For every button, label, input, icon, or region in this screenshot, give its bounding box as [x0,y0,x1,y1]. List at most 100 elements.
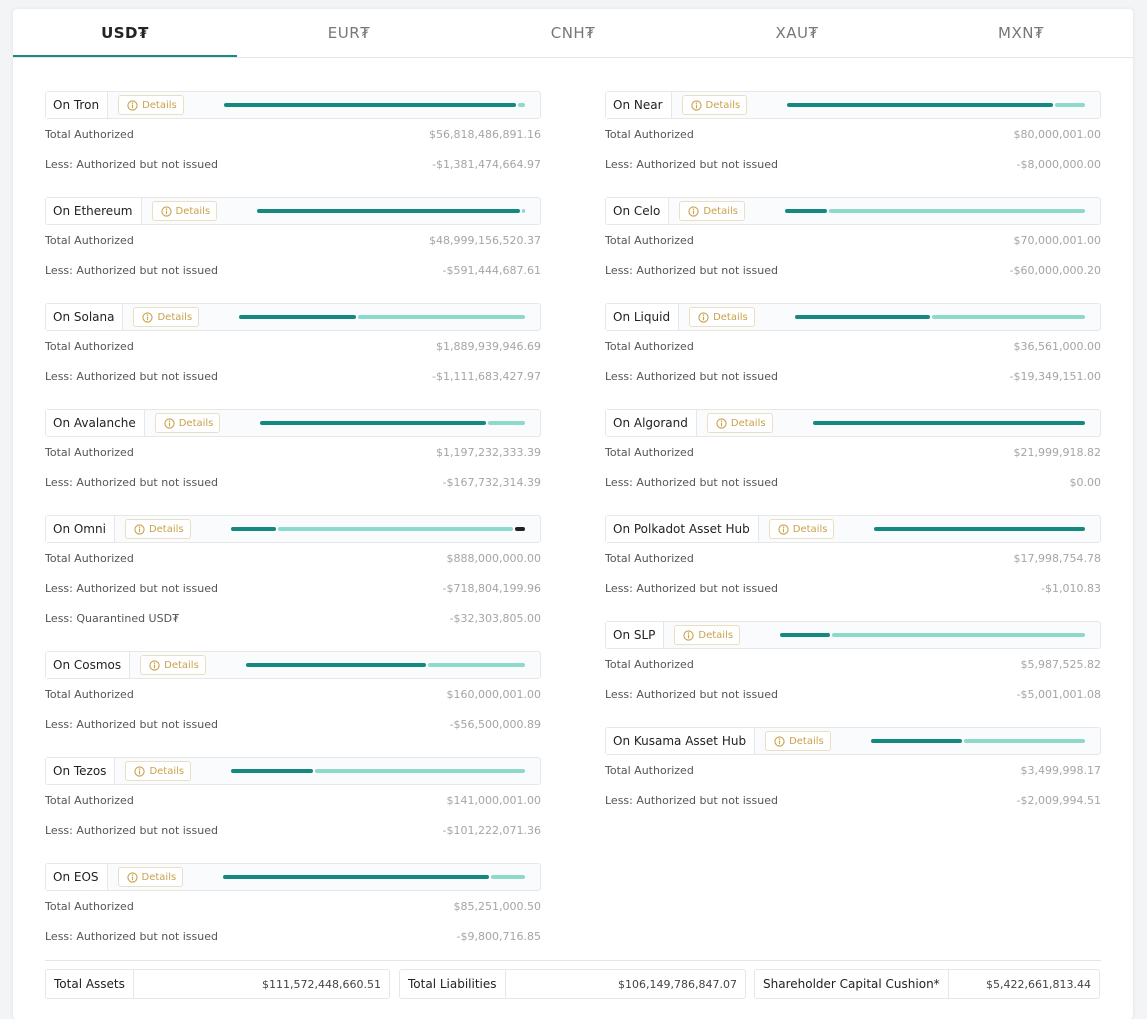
chain-block: On Near Details Total Authorized $80,000,00… [605,91,1101,179]
bar-segment [488,421,525,425]
row-value: $85,251,000.50 [453,899,541,913]
details-button[interactable]: Details [689,307,755,327]
row: Total Authorized $48,999,156,520.37 [45,225,541,255]
details-button[interactable]: Details [681,95,748,115]
details-button[interactable]: Details [679,201,745,221]
tab[interactable]: USD₮ [13,9,237,57]
progress-bar [784,209,1085,213]
bar-segment [231,769,313,773]
chain-block: On EOS Details Total Authorized $85,251,000… [45,863,541,951]
row-label: Less: Authorized but not issued [605,157,778,171]
details-button[interactable]: Details [151,201,218,221]
details-label: Details [164,659,199,671]
row: Less: Authorized but not issued $0.00 [605,467,1101,497]
chain-name: On Near [606,92,672,118]
chain-name: On Celo [606,198,670,224]
bar-segment [314,769,525,773]
bar-segment [517,103,525,107]
details-button[interactable]: Details [768,519,835,539]
bar-segment [514,527,525,531]
bar-segment [1055,103,1085,107]
card: USD₮ EUR₮ CNH₮ XAU₮ MXN₮ On Tron Details Total… [13,9,1133,1019]
details-button[interactable]: Details [706,413,773,433]
details-label: Details [792,523,828,535]
row: Less: Authorized but not issued -$9,800,7… [45,921,541,951]
chain-name: On Solana [46,304,124,330]
tab[interactable]: XAU₮ [775,24,819,42]
row: Less: Authorized but not issued -$2,009,9… [605,785,1101,815]
row-value: $3,499,998.17 [1020,763,1101,777]
details-button[interactable]: Details [765,731,831,751]
details-button[interactable]: Details [124,519,191,539]
chain-name: On Polkadot Asset Hub [606,516,759,542]
chain-block: On Liquid Details Total Authorized $36,561,… [605,303,1101,391]
progress-bar [230,527,525,531]
chain-block: On Cosmos Details Total Authorized $160,000… [45,651,541,739]
row-value: -$8,000,000.00 [1016,157,1101,171]
details-button[interactable]: Details [140,655,206,675]
details-button[interactable]: Details [133,307,200,327]
bar-segment [794,315,931,319]
details-button[interactable]: Details [154,413,221,433]
row-label: Total Authorized [605,551,694,565]
summary-value: $111,572,448,660.51 [262,977,381,991]
row-value: -$9,800,716.85 [456,929,541,943]
tab[interactable]: EUR₮ [327,24,371,42]
row-value: $70,000,001.00 [1013,233,1101,247]
details-label: Details [141,871,177,883]
row-value: $160,000,001.00 [446,687,541,701]
chain-header: On Tron Details [45,91,541,119]
summary-box: Total Liabilities $106,149,786,847.07 [399,969,746,999]
row: Less: Authorized but not issued -$8,000,0… [605,149,1101,179]
chain-name: On Liquid [606,304,680,330]
chain-block: On Omni Details Total Authorized $888,000,0… [45,515,541,633]
row-value: $1,197,232,333.39 [436,445,541,459]
row-label: Less: Authorized but not issued [45,823,218,837]
row-value: $17,998,754.78 [1013,551,1101,565]
row-label: Less: Authorized but not issued [45,475,218,489]
row-value: -$19,349,151.00 [1009,369,1101,383]
chain-header: On Liquid Details [605,303,1101,331]
row-value: -$591,444,687.61 [442,263,541,277]
row: Less: Authorized but not issued -$101,222… [45,815,541,845]
row-value: $1,889,939,946.69 [436,339,541,353]
chain-header: On EOS Details [45,863,541,891]
row-value: -$1,010.83 [1041,581,1101,595]
chain-block: On Tron Details Total Authorized $56,818,48… [45,91,541,179]
progress-bar [812,421,1085,425]
details-button[interactable]: Details [674,625,741,645]
summary-box: Total Assets $111,572,448,660.51 [45,969,390,999]
bar-segment [223,103,516,107]
progress-bar [223,875,525,879]
chain-block: On Solana Details Total Authorized $1,889,9… [45,303,541,391]
details-button[interactable]: Details [117,867,184,887]
tab[interactable]: CNH₮ [550,24,596,42]
row: Total Authorized $85,251,000.50 [45,891,541,921]
row-value: -$56,500,000.89 [449,717,541,731]
details-label: Details [149,765,185,777]
row: Total Authorized $17,998,754.78 [605,543,1101,573]
bar-segment [521,209,525,213]
bar-segment [230,527,276,531]
chain-name: On Omni [46,516,115,542]
summary-value: $106,149,786,847.07 [618,977,737,991]
chain-header: On Polkadot Asset Hub Details [605,515,1101,543]
row: Less: Authorized but not issued -$56,500,… [45,709,541,739]
details-label: Details [730,417,766,429]
row-label: Less: Authorized but not issued [605,687,778,701]
chain-header: On Solana Details [45,303,541,331]
details-label: Details [698,629,734,641]
chain-name: On Avalanche [46,410,145,436]
bar-segment [870,739,963,743]
row-value: -$1,111,683,427.97 [432,369,541,383]
tabs: USD₮ EUR₮ CNH₮ XAU₮ MXN₮ [13,9,1133,58]
row: Less: Authorized but not issued -$1,381,4… [45,149,541,179]
row: Less: Authorized but not issued -$19,349,… [605,361,1101,391]
details-button[interactable]: Details [125,761,192,781]
summary-label: Shareholder Capital Cushion* [755,970,949,998]
bar-segment [427,663,525,667]
chain-header: On SLP Details [605,621,1101,649]
details-button[interactable]: Details [118,95,184,115]
tab[interactable]: MXN₮ [998,24,1044,42]
row-value: $80,000,001.00 [1013,127,1101,141]
